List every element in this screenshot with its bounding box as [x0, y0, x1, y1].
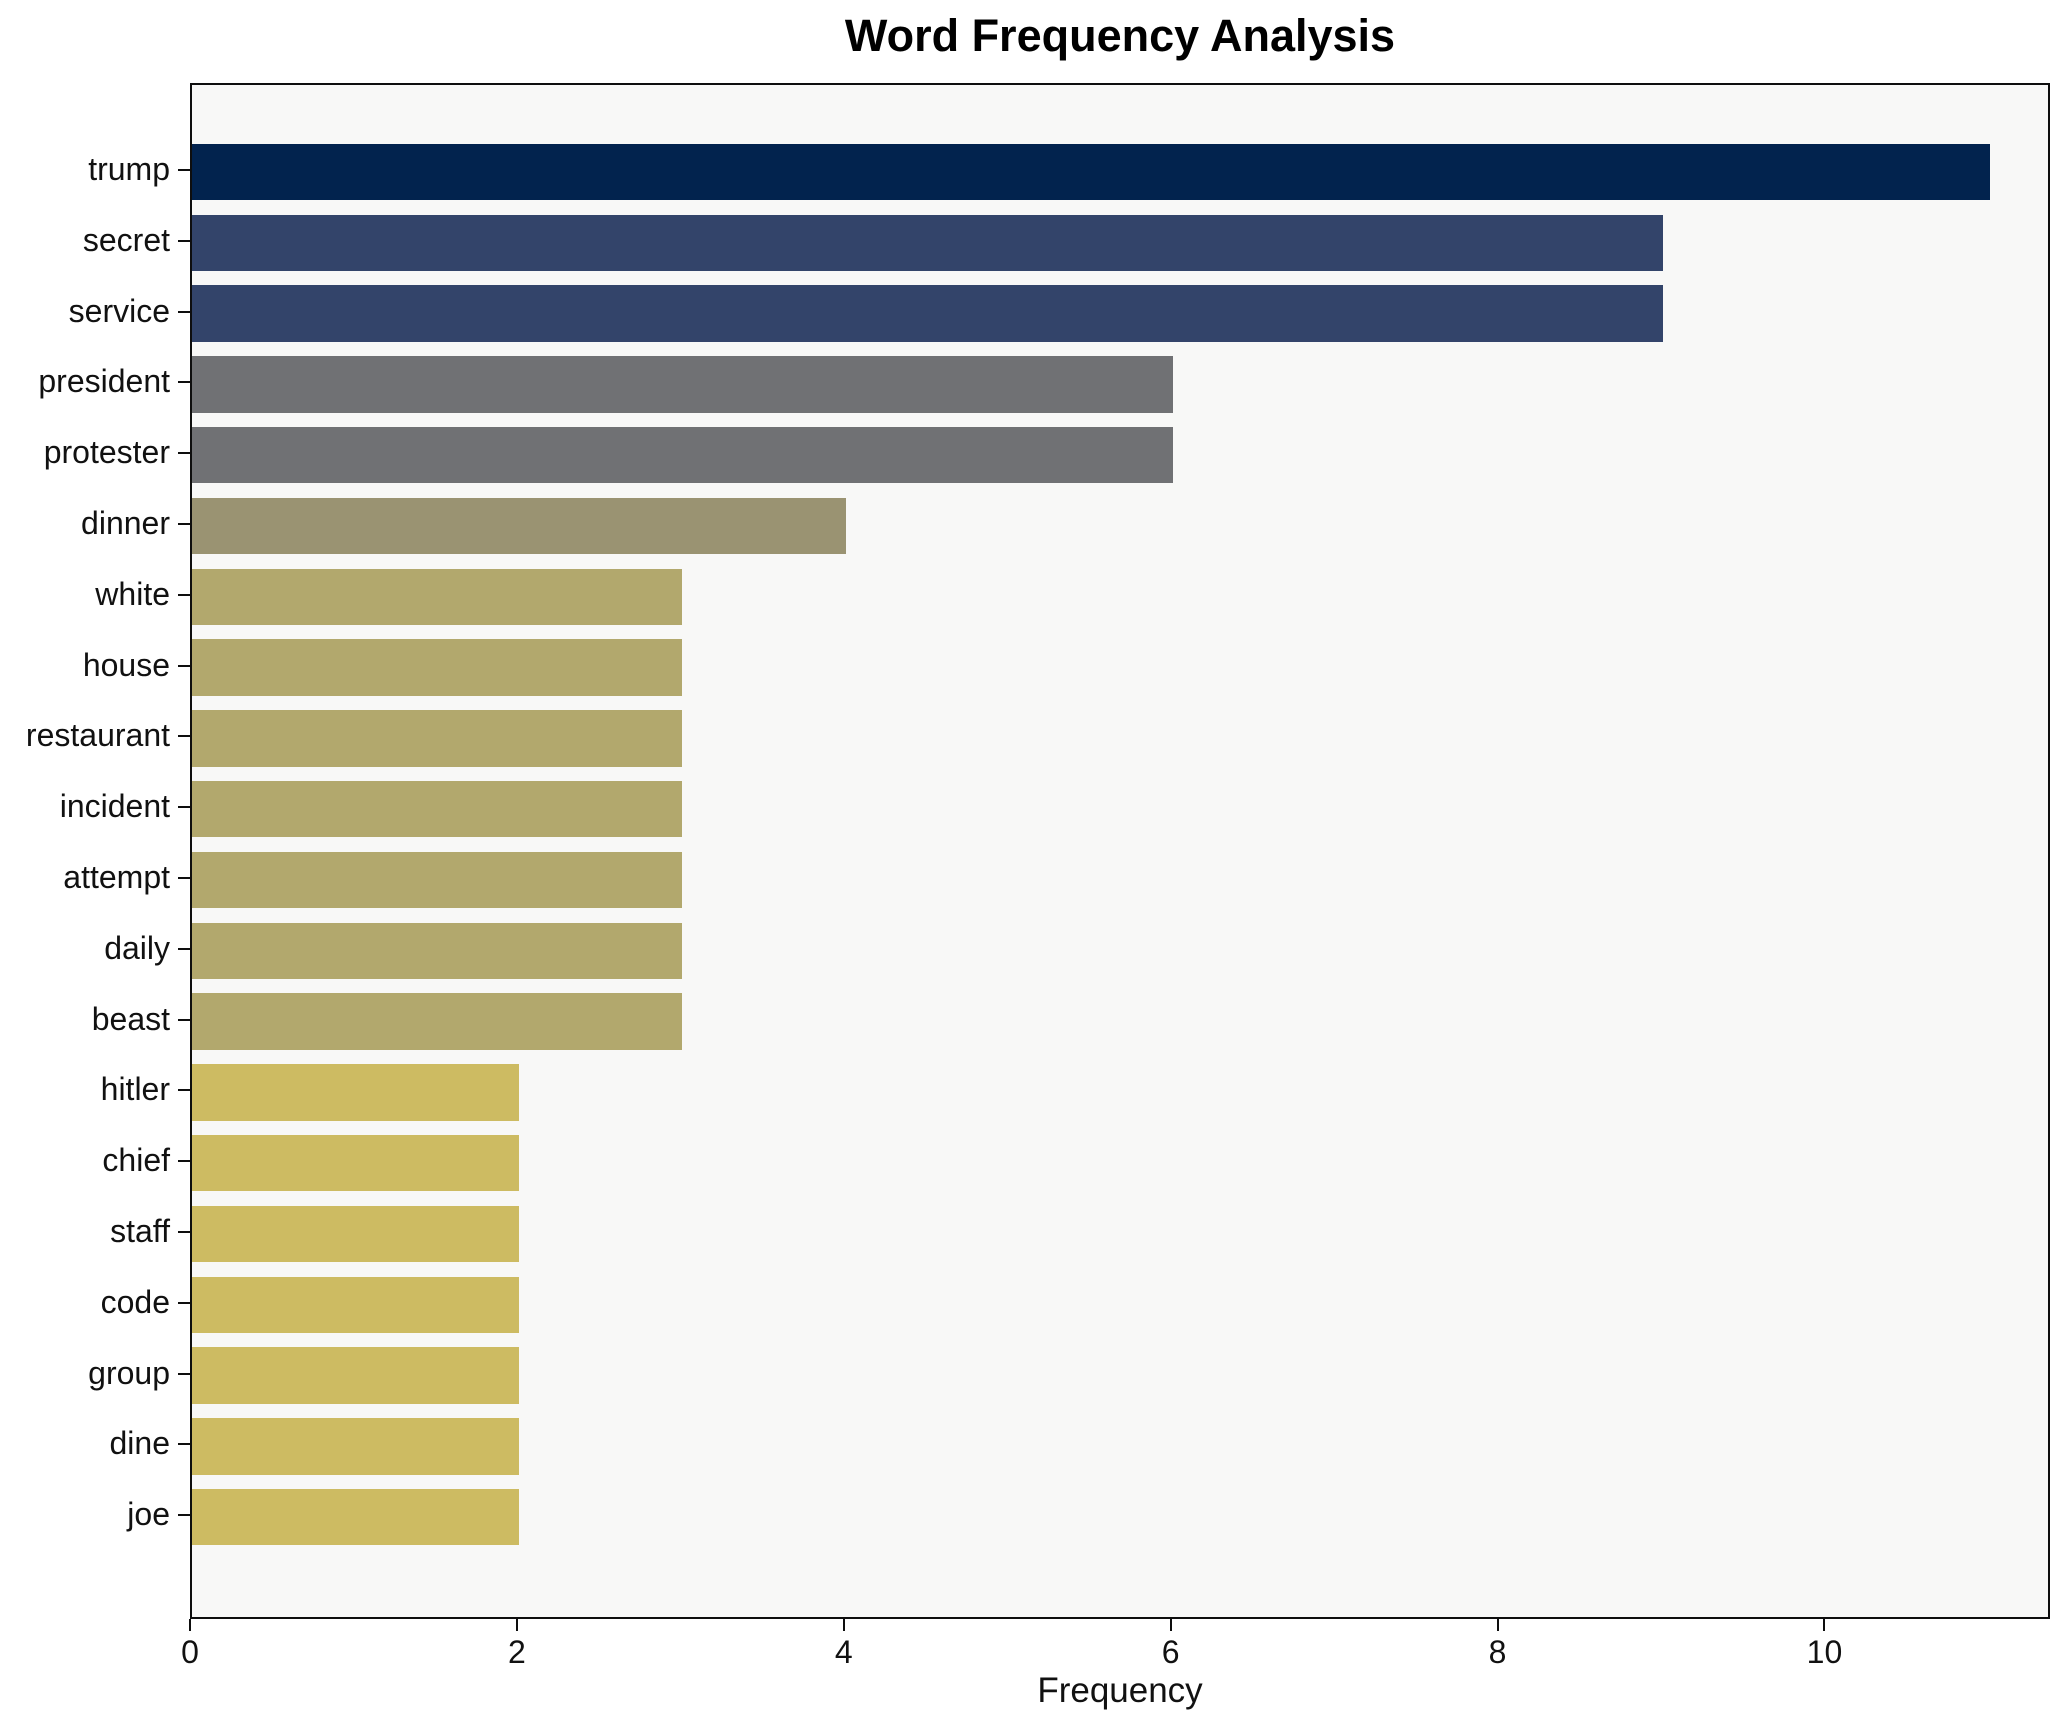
bar-white: [192, 568, 683, 626]
chart-title: Word Frequency Analysis: [844, 10, 1396, 61]
bar-chief: [192, 1134, 519, 1192]
y-tick-mark-incident: [178, 806, 190, 809]
y-tick-label-house: house: [82, 646, 170, 683]
bar-incident: [192, 780, 683, 838]
y-tick-mark-attempt: [178, 877, 190, 879]
x-tick-label-8: 8: [1488, 1634, 1507, 1670]
y-tick-mark-white: [178, 593, 190, 596]
y-tick-label-beast: beast: [91, 1000, 170, 1037]
y-tick-label-secret: secret: [82, 221, 170, 258]
x-axis-label: Frequency: [1037, 1671, 1203, 1710]
y-tick-label-dine: dine: [109, 1425, 171, 1462]
x-tick-mark-10: [1823, 1619, 1826, 1631]
bar-hitler: [192, 1064, 519, 1121]
y-tick-label-code: code: [100, 1283, 170, 1320]
y-tick-label-hitler: hitler: [100, 1071, 170, 1108]
x-tick-mark-2: [515, 1619, 518, 1631]
bar-staff: [192, 1205, 519, 1263]
x-tick-mark-8: [1496, 1619, 1499, 1631]
y-tick-mark-trump: [178, 169, 190, 171]
bar-trump: [192, 143, 1990, 201]
y-tick-mark-restaurant: [178, 735, 190, 738]
bar-attempt: [192, 851, 683, 909]
y-tick-label-protester: protester: [43, 434, 170, 471]
y-tick-mark-beast: [178, 1018, 190, 1021]
bar-beast: [192, 993, 683, 1050]
bar-dinner: [192, 497, 846, 555]
y-tick-label-joe: joe: [127, 1496, 170, 1533]
x-tick-label-10: 10: [1806, 1634, 1843, 1670]
x-tick-mark-6: [1169, 1619, 1172, 1631]
y-tick-label-incident: incident: [59, 788, 170, 825]
bar-group: [192, 1347, 519, 1404]
y-tick-label-president: president: [38, 363, 170, 400]
y-tick-mark-group: [178, 1372, 190, 1375]
x-tick-label-0: 0: [181, 1634, 199, 1670]
y-tick-mark-service: [178, 310, 190, 313]
y-tick-mark-daily: [178, 947, 190, 950]
y-tick-mark-hitler: [178, 1089, 190, 1092]
y-tick-label-attempt: attempt: [63, 859, 170, 895]
bar-president: [192, 356, 1173, 413]
y-tick-mark-secret: [178, 239, 190, 242]
x-tick-mark-4: [842, 1619, 845, 1631]
y-tick-mark-staff: [178, 1231, 190, 1233]
bar-joe: [192, 1488, 519, 1546]
y-tick-label-dinner: dinner: [81, 505, 170, 541]
y-tick-label-staff: staff: [110, 1213, 170, 1249]
bar-restaurant: [192, 710, 683, 767]
y-tick-label-daily: daily: [104, 929, 170, 966]
y-tick-mark-dine: [178, 1443, 190, 1446]
bar-code: [192, 1276, 519, 1334]
bar-service: [192, 285, 1663, 342]
y-tick-mark-president: [178, 381, 190, 384]
y-tick-mark-code: [178, 1301, 190, 1304]
x-tick-label-4: 4: [834, 1634, 853, 1670]
bar-dine: [192, 1418, 519, 1475]
bar-house: [192, 639, 683, 696]
y-tick-mark-joe: [178, 1514, 190, 1517]
x-tick-label-6: 6: [1161, 1634, 1180, 1670]
y-tick-label-trump: trump: [88, 151, 170, 187]
x-tick-label-2: 2: [507, 1634, 526, 1670]
y-tick-label-chief: chief: [102, 1142, 170, 1179]
bar-secret: [192, 214, 1663, 272]
bar-protester: [192, 426, 1173, 484]
y-tick-label-service: service: [68, 292, 170, 329]
y-tick-mark-chief: [178, 1160, 190, 1163]
x-tick-mark-0: [189, 1619, 191, 1631]
y-tick-mark-house: [178, 664, 190, 667]
y-tick-label-white: white: [95, 575, 170, 612]
y-tick-label-group: group: [88, 1354, 170, 1391]
y-tick-label-restaurant: restaurant: [25, 717, 170, 754]
bar-daily: [192, 922, 683, 980]
y-tick-mark-protester: [178, 452, 190, 455]
plot-area: [190, 83, 2050, 1619]
y-tick-mark-dinner: [178, 523, 190, 525]
